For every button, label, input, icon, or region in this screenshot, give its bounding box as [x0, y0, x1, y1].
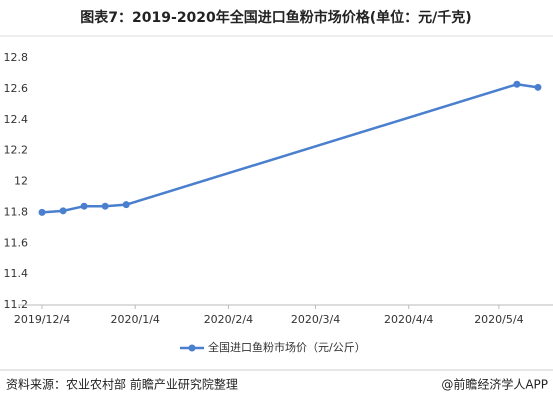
y-tick-label: 11.8 [4, 205, 29, 218]
x-tick-label: 2020/2/4 [204, 313, 253, 326]
y-tick-label: 12.8 [4, 51, 29, 64]
chart-title: 图表7：2019-2020年全国进口鱼粉市场价格(单位：元/千克) [80, 9, 471, 26]
y-tick-label: 12.4 [4, 113, 29, 126]
point [38, 208, 46, 216]
point [122, 201, 130, 209]
legend-marker [188, 344, 196, 352]
point [513, 80, 521, 88]
x-tick-label: 2019/12/4 [14, 313, 70, 326]
point [80, 202, 88, 210]
point [59, 207, 67, 215]
y-tick-label: 12 [14, 175, 28, 188]
source: 资料来源：农业农村部 前瞻产业研究院整理 [6, 377, 238, 392]
y-tick-label: 11.6 [4, 236, 29, 249]
y-tick-label: 11.2 [4, 298, 29, 311]
x-tick-label: 2020/5/4 [474, 313, 523, 326]
x-tick-label: 2020/3/4 [291, 313, 340, 326]
point [534, 83, 542, 91]
credit: @前瞻经济学人APP [441, 377, 548, 392]
x-tick-label: 2020/4/4 [384, 313, 433, 326]
point [101, 202, 109, 210]
y-tick-label: 12.2 [4, 144, 29, 157]
y-tick-label: 12.6 [4, 82, 29, 95]
line [41, 82, 539, 214]
x-tick-label: 2020/1/4 [111, 313, 160, 326]
y-tick-label: 11.4 [4, 267, 29, 280]
legend-label: 全国进口鱼粉市场价（元/公斤） [208, 340, 366, 354]
